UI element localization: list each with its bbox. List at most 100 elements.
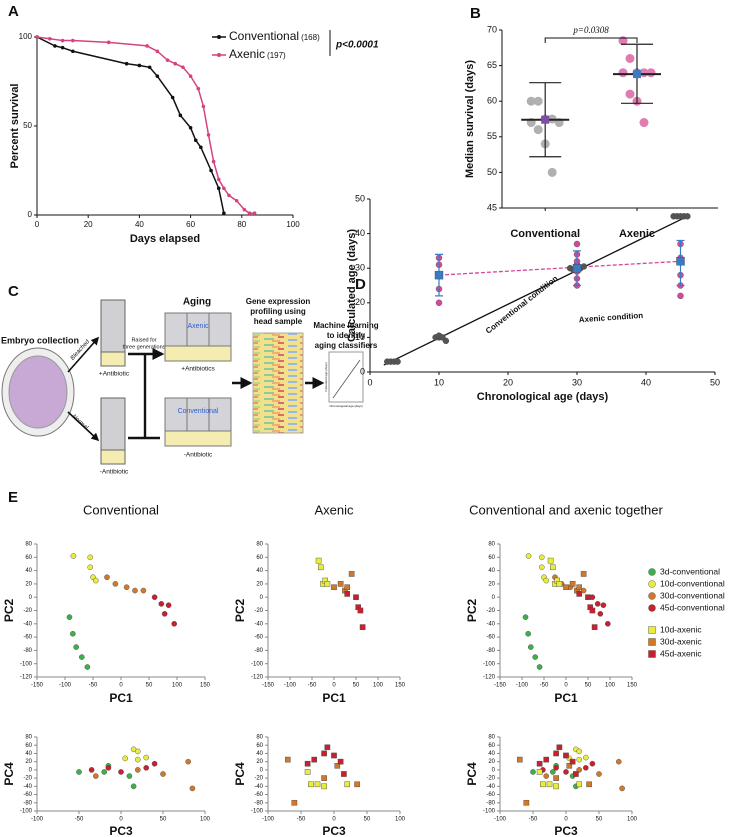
y-tick-label: 80: [25, 735, 32, 741]
x-tick-label: 0: [367, 377, 372, 387]
data-point: [291, 799, 298, 806]
legend-label: 45d-conventional: [660, 602, 725, 612]
legend-label: Axenic: [229, 47, 265, 61]
legend-swatch: [648, 568, 656, 576]
y-tick-label: 20: [256, 581, 263, 587]
y-tick-label: 80: [25, 542, 32, 548]
data-point: [189, 785, 196, 792]
vial-label: -Antibiotic: [100, 469, 129, 476]
data-point: [206, 133, 211, 137]
data-point: [158, 601, 165, 607]
x-tick-label: 40: [641, 377, 651, 387]
x-tick-label: 100: [286, 220, 300, 229]
y-tick-label: -20: [254, 776, 263, 782]
x-tick-label: -50: [297, 817, 306, 823]
significance-bracket: [544, 37, 638, 43]
data-point: [616, 758, 622, 765]
data-point: [618, 68, 628, 78]
data-point: [563, 769, 569, 775]
method-label: Normal: [70, 414, 89, 432]
legend-swatch: [648, 626, 656, 634]
panel-label: E: [8, 489, 18, 506]
data-point: [676, 257, 685, 266]
y-tick-label: -80: [254, 800, 263, 806]
x-tick-label: -50: [308, 683, 317, 689]
y-tick-label: 0: [360, 366, 365, 376]
food: [100, 449, 126, 465]
step-label: Embryo collection: [1, 335, 79, 345]
y-axis-label: PC4: [2, 762, 16, 786]
y-tick-label: 80: [488, 735, 495, 741]
x-axis-label: Days elapsed: [130, 233, 200, 245]
data-point: [583, 754, 589, 761]
y-tick-label: -80: [23, 800, 32, 806]
data-point: [353, 594, 359, 600]
data-point: [543, 577, 550, 584]
y-tick-label: 40: [355, 228, 365, 238]
data-point: [311, 756, 318, 763]
aging-jars: [164, 312, 232, 447]
x-tick-label: Conventional: [510, 228, 580, 240]
data-point: [188, 125, 193, 130]
annotation: p=0.0308: [572, 25, 609, 35]
data-point: [580, 263, 588, 270]
data-point: [188, 74, 193, 78]
data-point: [93, 577, 99, 584]
y-tick-label: -100: [251, 809, 264, 815]
data-point: [526, 96, 536, 106]
data-point: [354, 781, 360, 788]
y-tick-label: -40: [486, 621, 495, 627]
y-tick-label: -100: [20, 661, 33, 667]
data-point: [53, 44, 57, 48]
y-tick-label: -120: [20, 675, 33, 681]
step-label: aging classifiers: [315, 341, 378, 350]
data-point: [324, 581, 331, 587]
y-tick-label: 50: [355, 193, 365, 203]
data-point: [344, 584, 351, 591]
data-point: [589, 760, 596, 767]
data-point: [337, 758, 344, 765]
data-point: [576, 591, 582, 597]
data-point: [70, 553, 77, 559]
data-point: [572, 264, 582, 273]
data-point: [539, 564, 545, 571]
data-point: [596, 771, 602, 777]
panel-label: A: [8, 3, 19, 20]
data-point: [605, 621, 611, 627]
vial-label: +Antibiotic: [99, 371, 130, 378]
y-tick-label: 30: [355, 263, 365, 273]
y-tick-label: -20: [486, 776, 495, 782]
panel-label: C: [8, 283, 19, 300]
legend-label: 10d-axenic: [660, 624, 702, 634]
y-tick-label: 80: [256, 542, 263, 548]
x-tick-label: 0: [35, 220, 40, 229]
y-tick-label: 60: [25, 743, 32, 749]
data-point: [71, 38, 75, 43]
data-point: [585, 594, 591, 600]
step-label: Gene expression: [246, 297, 311, 306]
data-point: [573, 240, 581, 248]
data-point: [525, 630, 531, 637]
data-point: [553, 775, 559, 781]
y-tick-label: 40: [488, 568, 495, 574]
mini-fit: [332, 359, 361, 399]
data-point: [106, 40, 111, 45]
x-tick-label: -100: [262, 817, 275, 823]
data-point: [209, 168, 213, 173]
data-point: [216, 186, 221, 191]
y-tick-label: -80: [486, 648, 495, 654]
y-tick-label: 20: [25, 581, 32, 587]
y-tick-label: 0: [492, 767, 496, 773]
x-tick-label: -50: [89, 683, 98, 689]
data-point: [216, 177, 221, 182]
x-tick-label: 0: [119, 817, 123, 823]
data-point: [536, 664, 543, 670]
data-point: [165, 602, 172, 608]
y-tick-label: -60: [23, 635, 32, 641]
x-tick-label: 20: [503, 377, 513, 387]
mini-axis-label: Chronological age (days): [329, 404, 362, 408]
chart-title: Conventional: [83, 502, 159, 517]
data-point: [556, 744, 563, 751]
x-tick-label: 0: [332, 683, 336, 689]
